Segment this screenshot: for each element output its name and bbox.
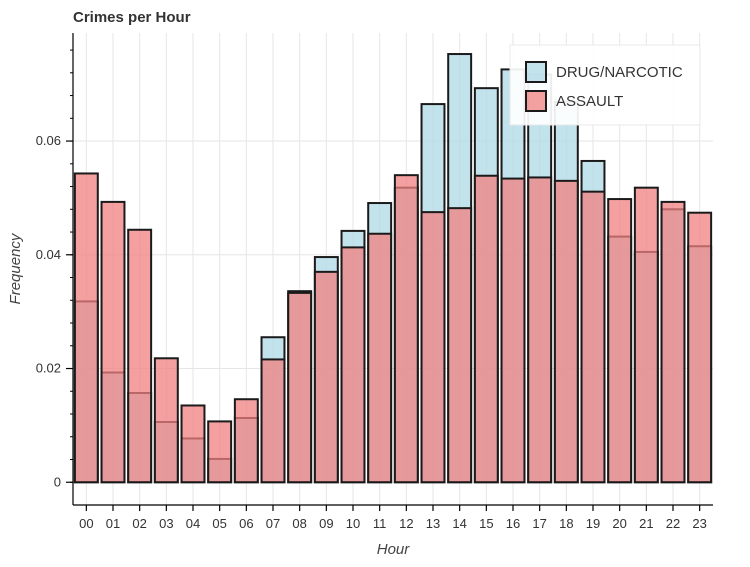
bar-assault-17 (527, 176, 553, 484)
bar-assault-14 (447, 207, 473, 484)
bar-assault-09 (313, 270, 339, 484)
bar-assault-12 (393, 174, 419, 484)
bar-assault-15 (473, 174, 499, 484)
bar-assault-13 (420, 211, 446, 484)
x-tick-label: 10 (346, 516, 360, 531)
x-tick-label: 04 (186, 516, 200, 531)
bar-assault-16 (500, 177, 526, 484)
x-tick-label: 12 (399, 516, 413, 531)
bar-assault-01 (100, 200, 126, 484)
x-tick-label: 08 (292, 516, 306, 531)
x-tick-label: 06 (239, 516, 253, 531)
bar-assault-20 (607, 198, 633, 484)
x-tick-label: 11 (373, 516, 387, 531)
bar-assault-21 (633, 186, 659, 484)
x-tick-label: 13 (426, 516, 440, 531)
x-tick-label: 02 (132, 516, 146, 531)
bar-assault-07 (260, 358, 286, 484)
bar-assault-03 (153, 357, 179, 484)
bar-assault-23 (687, 211, 713, 484)
bar-assault-04 (180, 404, 206, 484)
x-tick-label: 21 (639, 516, 653, 531)
legend-box (509, 44, 701, 126)
x-tick-label: 01 (106, 516, 120, 531)
x-tick-label: 17 (532, 516, 546, 531)
legend-swatch (525, 61, 547, 83)
chart-title: Crimes per Hour (73, 9, 191, 26)
legend-label: ASSAULT (556, 93, 623, 110)
x-tick-label: 19 (586, 516, 600, 531)
x-tick-label: 14 (452, 516, 466, 531)
x-tick-label: 05 (212, 516, 226, 531)
legend: DRUG/NARCOTIC ASSAULT (509, 44, 701, 126)
y-tick-label: 0 (54, 474, 61, 489)
x-tick-label: 22 (666, 516, 680, 531)
x-tick-label: 09 (319, 516, 333, 531)
bar-assault-05 (207, 420, 233, 484)
bar-assault-19 (580, 190, 606, 484)
bar-assault-02 (127, 228, 153, 484)
bar-assault-00 (73, 172, 99, 484)
x-tick-label: 03 (159, 516, 173, 531)
bar-assault-11 (367, 232, 393, 484)
legend-label: DRUG/NARCOTIC (556, 64, 683, 81)
legend-swatch (525, 90, 547, 112)
x-tick-label: 23 (692, 516, 706, 531)
x-tick-label: 00 (79, 516, 93, 531)
bar-assault-10 (340, 246, 366, 484)
x-tick-label: 15 (479, 516, 493, 531)
series-assault (73, 172, 713, 484)
y-tick-label: 0.04 (36, 247, 61, 262)
y-tick-label: 0.06 (36, 133, 61, 148)
x-tick-label: 16 (506, 516, 520, 531)
y-axis-label: Frequency (7, 232, 24, 304)
bar-assault-06 (233, 398, 259, 484)
bar-assault-18 (553, 179, 579, 484)
x-tick-label: 07 (266, 516, 280, 531)
bar-assault-08 (287, 291, 313, 484)
y-tick-label: 0.02 (36, 361, 61, 376)
x-tick-label: 18 (559, 516, 573, 531)
x-axis-label: Hour (377, 541, 411, 558)
bar-assault-22 (660, 200, 686, 484)
x-tick-label: 20 (612, 516, 626, 531)
